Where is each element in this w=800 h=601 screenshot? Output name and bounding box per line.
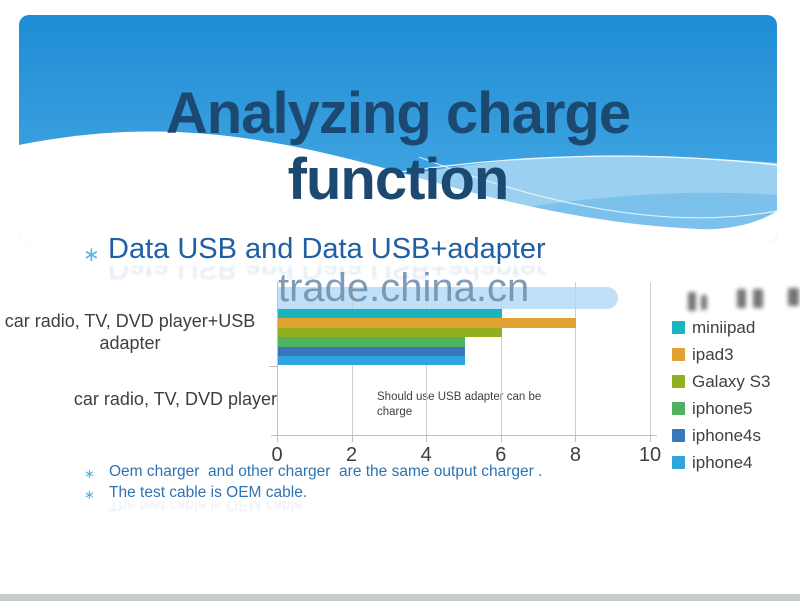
legend-swatch-icon [672,456,685,469]
legend-item: iphone4s [672,422,770,449]
category-tick [269,366,278,367]
legend-swatch-icon [672,402,685,415]
asterisk-bullet-icon: ∗ [84,487,95,502]
category-label-1: car radio, TV, DVD player+USB adapter [4,311,256,353]
watermark-artifact [788,288,799,306]
note-text-1: Oem charger and other charger are the sa… [109,463,543,480]
legend-item: miniipad [672,314,770,341]
gridline [575,282,577,435]
gridline [650,282,651,435]
bar-miniipad [278,309,502,319]
axis-tick [500,435,502,442]
x-axis-line [271,435,657,436]
x-tick-label: 0 [271,444,283,466]
legend-item: ipad3 [672,341,770,368]
bar-Galaxy S3 [278,327,502,338]
wave-background [19,15,777,243]
note-text-reflection: The test cable is OEM cable. [109,501,308,513]
legend-label: ipad3 [692,344,734,364]
legend-item: iphone5 [672,395,770,422]
legend-label: miniipad [692,317,756,337]
legend-item: iphone4 [672,449,770,476]
legend-label: iphone5 [692,398,753,418]
x-tick-label: 10 [638,444,662,466]
axis-tick [650,435,651,442]
axis-tick [575,435,577,442]
watermark-artifact [737,289,746,308]
bar-iphone5 [278,337,465,347]
chart-annotation: Should use USB adapter can be charge [377,391,542,418]
legend-swatch-icon [672,375,685,388]
image-bottom-border [0,594,800,601]
x-tick-label: 4 [420,444,432,466]
x-tick-label: 8 [569,444,581,466]
legend-swatch-icon [672,348,685,361]
slide-title-line1: Analyzing charge [165,81,631,146]
watermark-artifact [688,292,696,311]
category-label-2: car radio, TV, DVD player [73,389,277,409]
watermark-band [277,287,618,309]
watermark-artifact [701,295,707,310]
x-tick-label: 2 [346,444,358,466]
chart-legend: miniipad ipad3 Galaxy S3 iphone5 iphone4s iph… [672,314,770,476]
slide-title-line2: function [287,147,510,212]
bar-iphone4 [278,356,465,366]
axis-tick [351,435,353,442]
note-text-2: The test cable is OEM cable. [109,484,308,501]
y-axis-line [277,282,278,435]
bar-ipad3 [278,318,577,328]
legend-swatch-icon [672,321,685,334]
legend-swatch-icon [672,429,685,442]
axis-tick [426,435,428,442]
x-tick-label: 6 [495,444,507,466]
legend-label: iphone4 [692,452,753,472]
slide-title: Analyzing charge function [19,81,777,213]
gridline [500,282,502,435]
watermark-text: trade.china.cn [278,266,530,310]
legend-item: Galaxy S3 [672,368,770,395]
watermark-artifact [753,289,763,308]
asterisk-bullet-icon: ∗ [83,244,100,266]
legend-label: iphone4s [692,425,762,445]
asterisk-bullet-icon: ∗ [84,466,95,481]
axis-tick [277,435,278,442]
slide-header: Analyzing charge function [19,15,777,243]
bullet-text: Data USB and Data USB+adapter [108,233,546,265]
legend-label: Galaxy S3 [692,371,771,391]
bar-iphone4s [278,346,465,356]
